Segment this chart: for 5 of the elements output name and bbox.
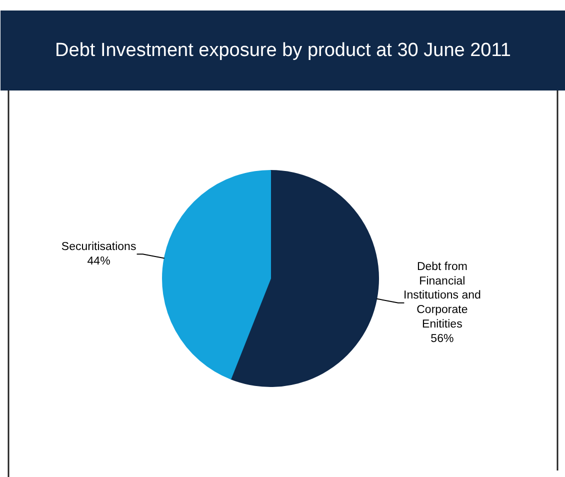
data-label: 56% bbox=[430, 332, 454, 345]
data-label: 44% bbox=[87, 255, 110, 268]
slice-label: Debt from Financial Institutions and Corporate Enitities bbox=[404, 260, 481, 330]
slice-label: Securitisations bbox=[61, 240, 136, 253]
chart-title: Debt Investment exposure by product at 30 June 2011 bbox=[55, 40, 511, 61]
